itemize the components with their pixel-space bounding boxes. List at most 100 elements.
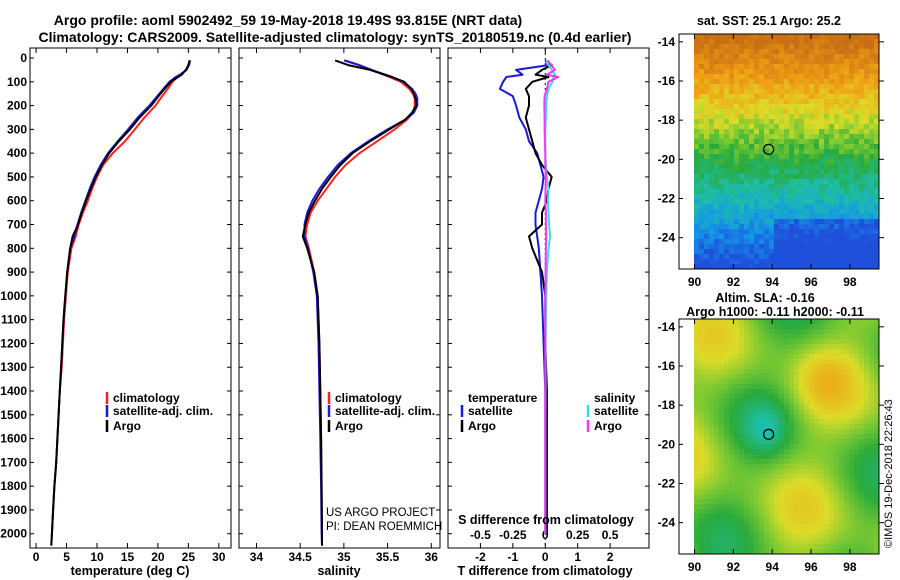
map-cell (734, 49, 740, 55)
map-cell (789, 369, 795, 375)
map-cell (824, 419, 830, 425)
map-cell (709, 129, 715, 135)
map-cell (804, 219, 810, 225)
map-cell (744, 74, 750, 80)
map-cell (759, 479, 765, 485)
map-cell (809, 244, 815, 250)
map-cell (774, 254, 780, 260)
map-cell (824, 374, 830, 380)
map-cell (734, 384, 740, 390)
map-cell (754, 534, 760, 540)
map-cell (829, 209, 835, 215)
map-cell (834, 79, 840, 85)
map-cell (804, 539, 810, 545)
map-cell (829, 34, 835, 40)
map-cell (789, 99, 795, 105)
map-cell (714, 414, 720, 420)
map-cell (754, 544, 760, 550)
map-cell (764, 169, 770, 175)
map-cell (694, 124, 700, 130)
map-cell (759, 509, 765, 515)
map-cell (799, 64, 805, 70)
map-cell (739, 444, 745, 450)
map-cell (804, 474, 810, 480)
map-cell (734, 519, 740, 525)
map-cell (804, 354, 810, 360)
map-cell (864, 439, 870, 445)
map-cell (779, 54, 785, 60)
map-cell (794, 64, 800, 70)
map-cell (829, 164, 835, 170)
map-cell (749, 519, 755, 525)
map-cell (709, 334, 715, 340)
map-cell (799, 319, 805, 325)
map-cell (819, 329, 825, 335)
map-cell (794, 514, 800, 520)
map-cell (849, 149, 855, 155)
map-cell (774, 344, 780, 350)
map-cell (744, 214, 750, 220)
map-cell (854, 404, 860, 410)
map-cell (724, 419, 730, 425)
map-cell (869, 439, 875, 445)
x-tick-label: 0 (542, 550, 549, 564)
pi-label: PI: DEAN ROEMMICH (326, 521, 442, 533)
map-cell (859, 324, 865, 330)
map-cell (824, 329, 830, 335)
map-cell (749, 529, 755, 535)
map-cell (864, 184, 870, 190)
map-cell (719, 529, 725, 535)
map-cell (694, 384, 700, 390)
map-cell (779, 204, 785, 210)
map-cell (834, 329, 840, 335)
map-cell (694, 224, 700, 230)
map-cell (729, 364, 735, 370)
map-cell (814, 94, 820, 100)
map-cell (784, 519, 790, 525)
map-cell (699, 434, 705, 440)
map-cell (749, 124, 755, 130)
map-cell (704, 244, 710, 250)
map-cell (789, 174, 795, 180)
map-cell (734, 244, 740, 250)
map-cell (864, 234, 870, 240)
map-cell (769, 109, 775, 115)
map-cell (694, 469, 700, 475)
map-cell (829, 494, 835, 500)
map-cell (874, 469, 880, 475)
map-cell (724, 144, 730, 150)
map-cell (849, 164, 855, 170)
map-cell (814, 534, 820, 540)
map-cell (794, 224, 800, 230)
map-cell (804, 359, 810, 365)
depth-tick-label: 400 (7, 146, 27, 160)
map-cell (784, 109, 790, 115)
map-cell (699, 224, 705, 230)
map-cell (844, 84, 850, 90)
map-cell (804, 79, 810, 85)
map-cell (809, 84, 815, 90)
map-cell (779, 384, 785, 390)
map-cell (829, 424, 835, 430)
map-cell (774, 434, 780, 440)
map-cell (804, 104, 810, 110)
map-cell (699, 389, 705, 395)
map-cell (819, 499, 825, 505)
map-cell (769, 474, 775, 480)
map-cell (789, 44, 795, 50)
map-cell (764, 529, 770, 535)
map-cell (854, 74, 860, 80)
map-cell (824, 409, 830, 415)
map-cell (819, 44, 825, 50)
map-cell (804, 459, 810, 465)
legend-label-satellite: satellite-adj. clim. (113, 404, 213, 418)
map-cell (819, 399, 825, 405)
map-cell (869, 34, 875, 40)
map-cell (834, 469, 840, 475)
map-cell (774, 149, 780, 155)
map-cell (874, 369, 880, 375)
map-cell (704, 444, 710, 450)
map-cell (799, 439, 805, 445)
map-cell (714, 164, 720, 170)
map-cell (874, 374, 880, 380)
